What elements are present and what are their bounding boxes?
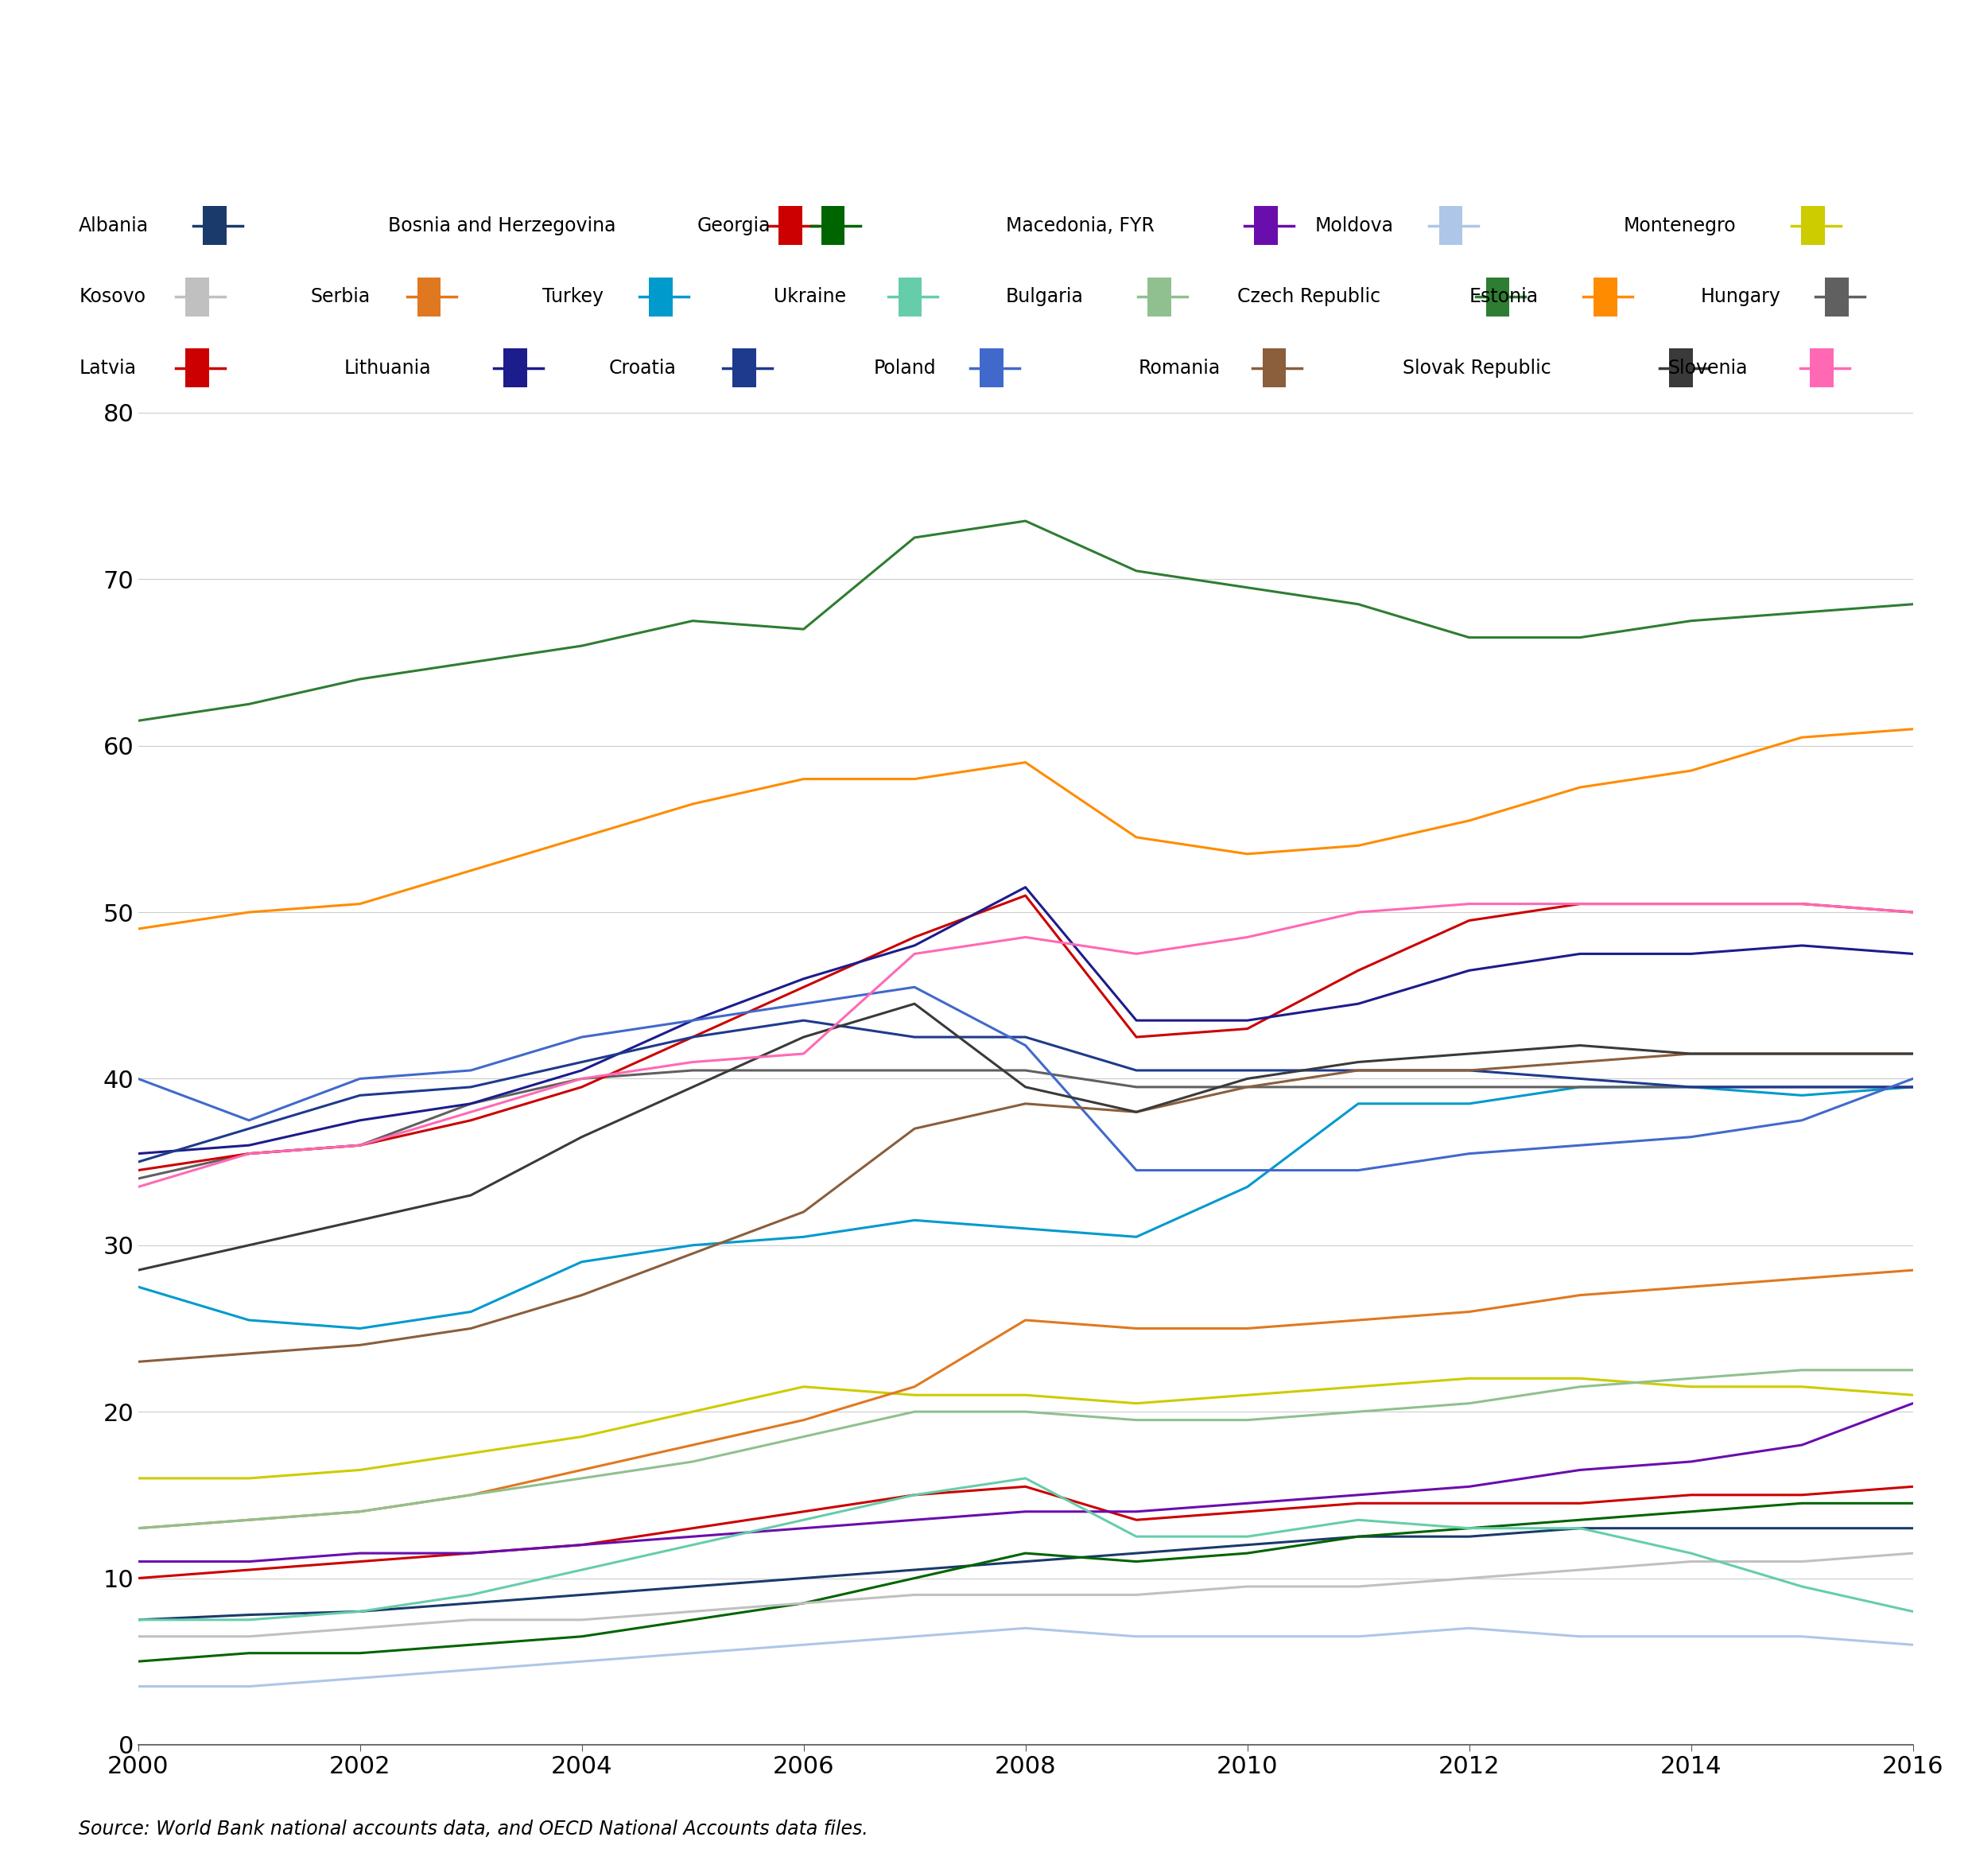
Bar — [779, 206, 803, 246]
Text: Slovenia: Slovenia — [1668, 358, 1747, 377]
Bar — [1254, 206, 1278, 246]
Text: Albania: Albania — [79, 216, 150, 234]
Bar — [897, 278, 921, 317]
Text: Georgia: Georgia — [696, 216, 771, 234]
Text: Poland: Poland — [874, 358, 937, 377]
Text: Montenegro: Montenegro — [1623, 216, 1735, 234]
Text: as a percentage of GDP per capita in EU as a whole, 2000-2016: as a percentage of GDP per capita in EU … — [473, 126, 1499, 152]
Bar — [734, 349, 757, 388]
Text: Kosovo: Kosovo — [79, 287, 146, 306]
Text: Slovak Republic: Slovak Republic — [1402, 358, 1552, 377]
Bar — [1668, 349, 1692, 388]
Bar — [418, 278, 440, 317]
Bar — [1593, 278, 1617, 317]
Text: Hungary: Hungary — [1700, 287, 1781, 306]
Text: Chart 1: GDP per capita in new member-states, applicants and potential applicant: Chart 1: GDP per capita in new member-st… — [312, 49, 1660, 75]
Bar — [1262, 349, 1286, 388]
Text: Serbia: Serbia — [312, 287, 371, 306]
Text: Croatia: Croatia — [609, 358, 676, 377]
Bar — [1800, 206, 1824, 246]
Text: Macedonia, FYR: Macedonia, FYR — [1006, 216, 1154, 234]
Text: Moldova: Moldova — [1315, 216, 1394, 234]
Text: Czech Republic: Czech Republic — [1238, 287, 1380, 306]
Text: Ukraine: Ukraine — [773, 287, 846, 306]
Bar — [1148, 278, 1171, 317]
Text: Latvia: Latvia — [79, 358, 136, 377]
Bar — [185, 278, 209, 317]
Text: Lithuania: Lithuania — [343, 358, 430, 377]
Text: Bosnia and Herzegovina: Bosnia and Herzegovina — [388, 216, 615, 234]
Bar — [503, 349, 527, 388]
Text: Estonia: Estonia — [1469, 287, 1538, 306]
Bar — [649, 278, 672, 317]
Text: Bulgaria: Bulgaria — [1006, 287, 1083, 306]
Bar — [980, 349, 1004, 388]
Bar — [1440, 206, 1463, 246]
Bar — [203, 206, 227, 246]
Text: Turkey: Turkey — [542, 287, 603, 306]
Text: Source: World Bank national accounts data, and OECD National Accounts data files: Source: World Bank national accounts dat… — [79, 1820, 868, 1838]
Bar — [1810, 349, 1834, 388]
Text: Romania: Romania — [1138, 358, 1221, 377]
Bar — [1487, 278, 1511, 317]
Bar — [820, 206, 844, 246]
Bar — [1826, 278, 1850, 317]
Bar — [185, 349, 209, 388]
